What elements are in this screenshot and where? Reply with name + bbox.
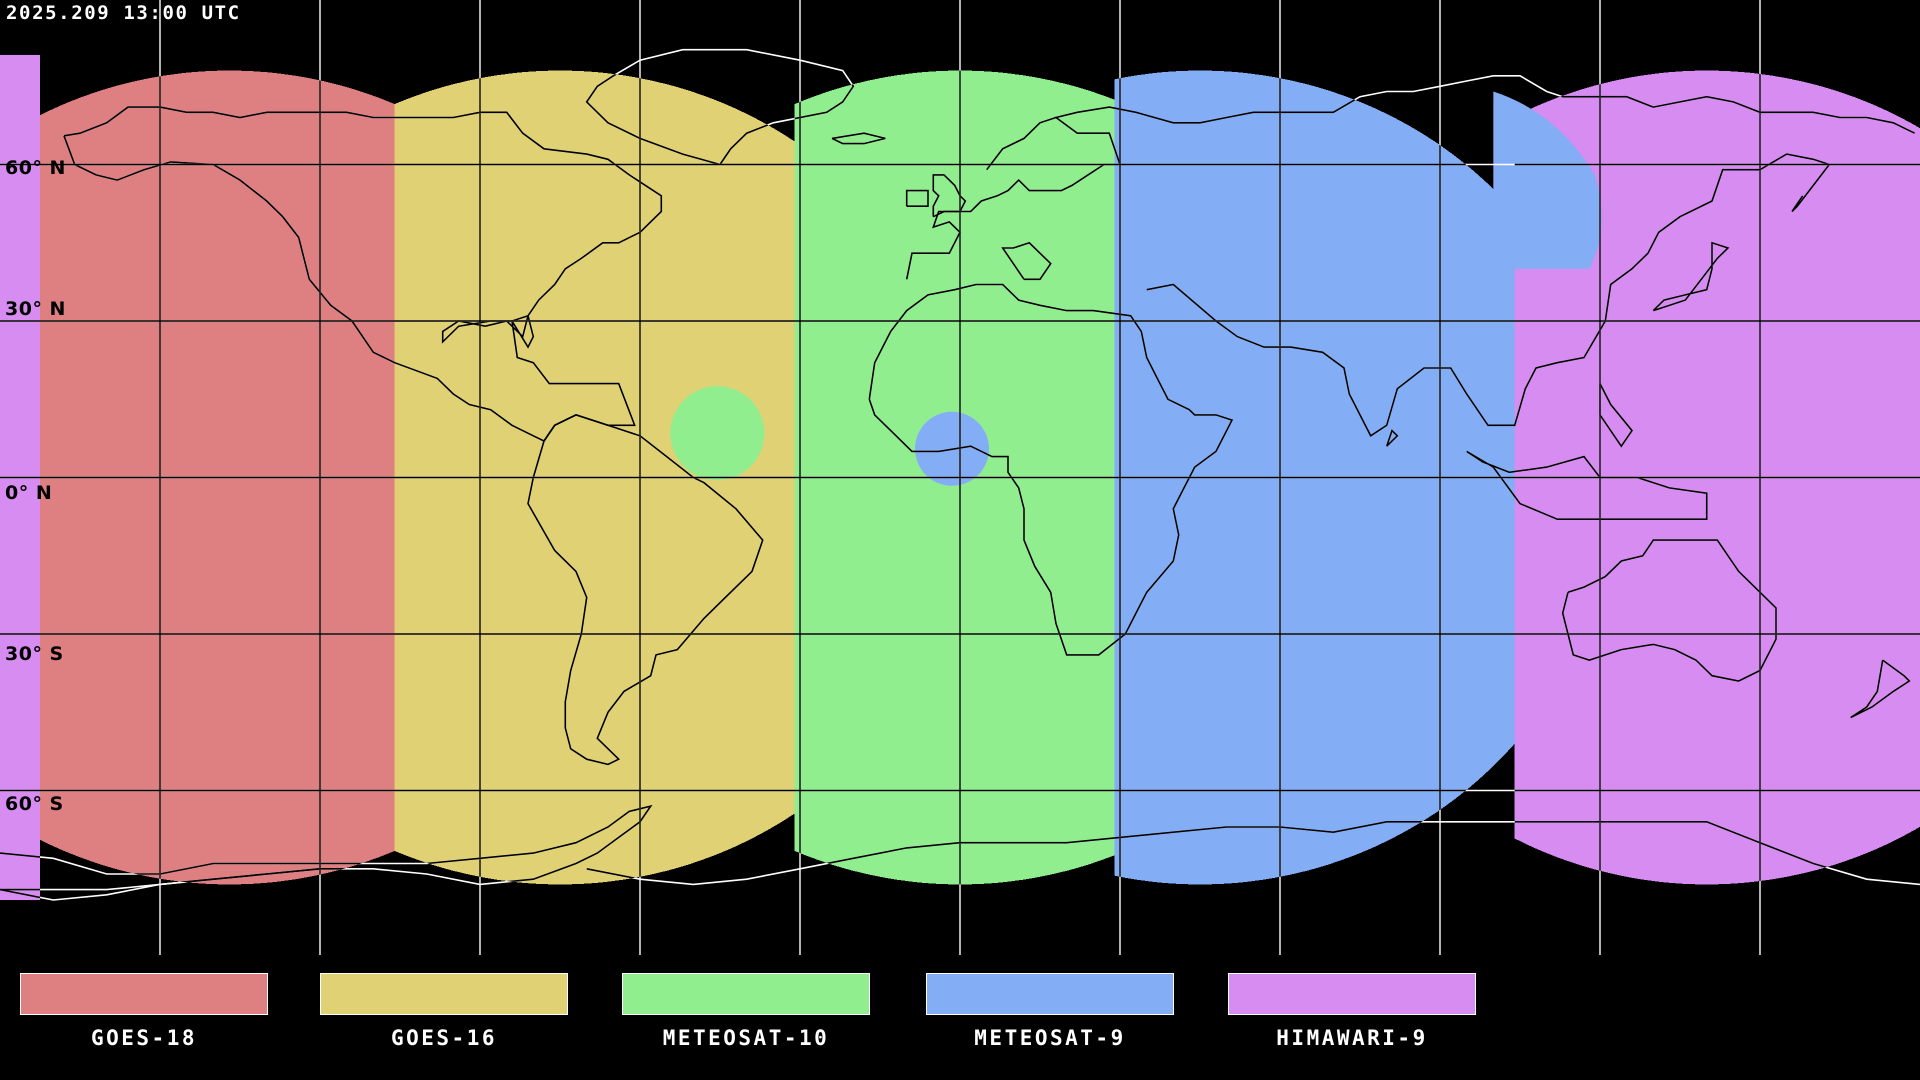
lat-label-60s: 60° S — [5, 793, 64, 815]
coastline-segment-dark — [986, 116, 1057, 171]
lat-label-60n: 60° N — [5, 157, 66, 179]
coastline-segment-dark — [1561, 539, 1777, 682]
legend-label-goes-16: GOES-16 — [390, 1026, 497, 1050]
coastline-segment-dark — [1850, 659, 1911, 719]
legend-label-himawari-9: HIMAWARI-9 — [1276, 1026, 1428, 1050]
coastline-segment-dark — [63, 135, 545, 442]
legend-item-meteosat-9[interactable]: METEOSAT-9 — [926, 973, 1174, 1050]
legend-label-goes-18: GOES-18 — [90, 1026, 197, 1050]
lat-label-30s: 30° S — [5, 643, 64, 665]
coastline-segment-dark — [932, 174, 967, 218]
coastline-segment-dark — [868, 283, 1234, 656]
legend-swatch-himawari-9 — [1228, 973, 1476, 1015]
timestamp-label: 2025.209 13:00 UTC — [6, 2, 241, 24]
map-graphic — [0, 0, 1920, 955]
coastline-segment-dark — [1001, 241, 1052, 281]
legend-item-goes-16[interactable]: GOES-16 — [320, 973, 568, 1050]
coastline-segment-dark — [1466, 450, 1708, 520]
legend-swatch-goes-16 — [320, 973, 568, 1015]
legend-label-meteosat-9: METEOSAT-9 — [974, 1026, 1126, 1050]
legend-label-meteosat-10: METEOSAT-10 — [662, 1026, 830, 1050]
coastline-segment-dark — [1652, 241, 1730, 312]
coastline-segment-dark — [831, 132, 886, 145]
legend-swatch-meteosat-9 — [926, 973, 1174, 1015]
lat-label-30n: 30° N — [5, 298, 66, 320]
legend-item-goes-18[interactable]: GOES-18 — [20, 973, 268, 1050]
coastline-segment-dark — [905, 189, 929, 207]
legend-item-himawari-9[interactable]: HIMAWARI-9 — [1228, 973, 1476, 1050]
graticule-grid — [0, 0, 1920, 955]
coastline-segment-dark — [1146, 153, 1831, 437]
legend-bar: GOES-18 GOES-16 METEOSAT-10 METEOSAT-9 HIMAW… — [0, 955, 1920, 1080]
coverage-meteosat-10-disc-bulge — [670, 386, 765, 481]
map-canvas[interactable]: 60° N 30° N 0° N 30° S 60° S — [0, 0, 1920, 955]
coastline-segment-dark — [63, 106, 663, 442]
coastline-segment-dark — [905, 75, 1916, 280]
legend-item-meteosat-10[interactable]: METEOSAT-10 — [622, 973, 870, 1050]
coastline-segment-dark — [527, 414, 764, 766]
coastline-segment-dark — [1385, 429, 1399, 447]
coverage-meteosat-9-wedge — [1493, 91, 1602, 269]
legend-swatch-meteosat-10 — [622, 973, 870, 1015]
legend-swatch-goes-18 — [20, 973, 268, 1015]
lat-label-0: 0° N — [5, 482, 53, 504]
